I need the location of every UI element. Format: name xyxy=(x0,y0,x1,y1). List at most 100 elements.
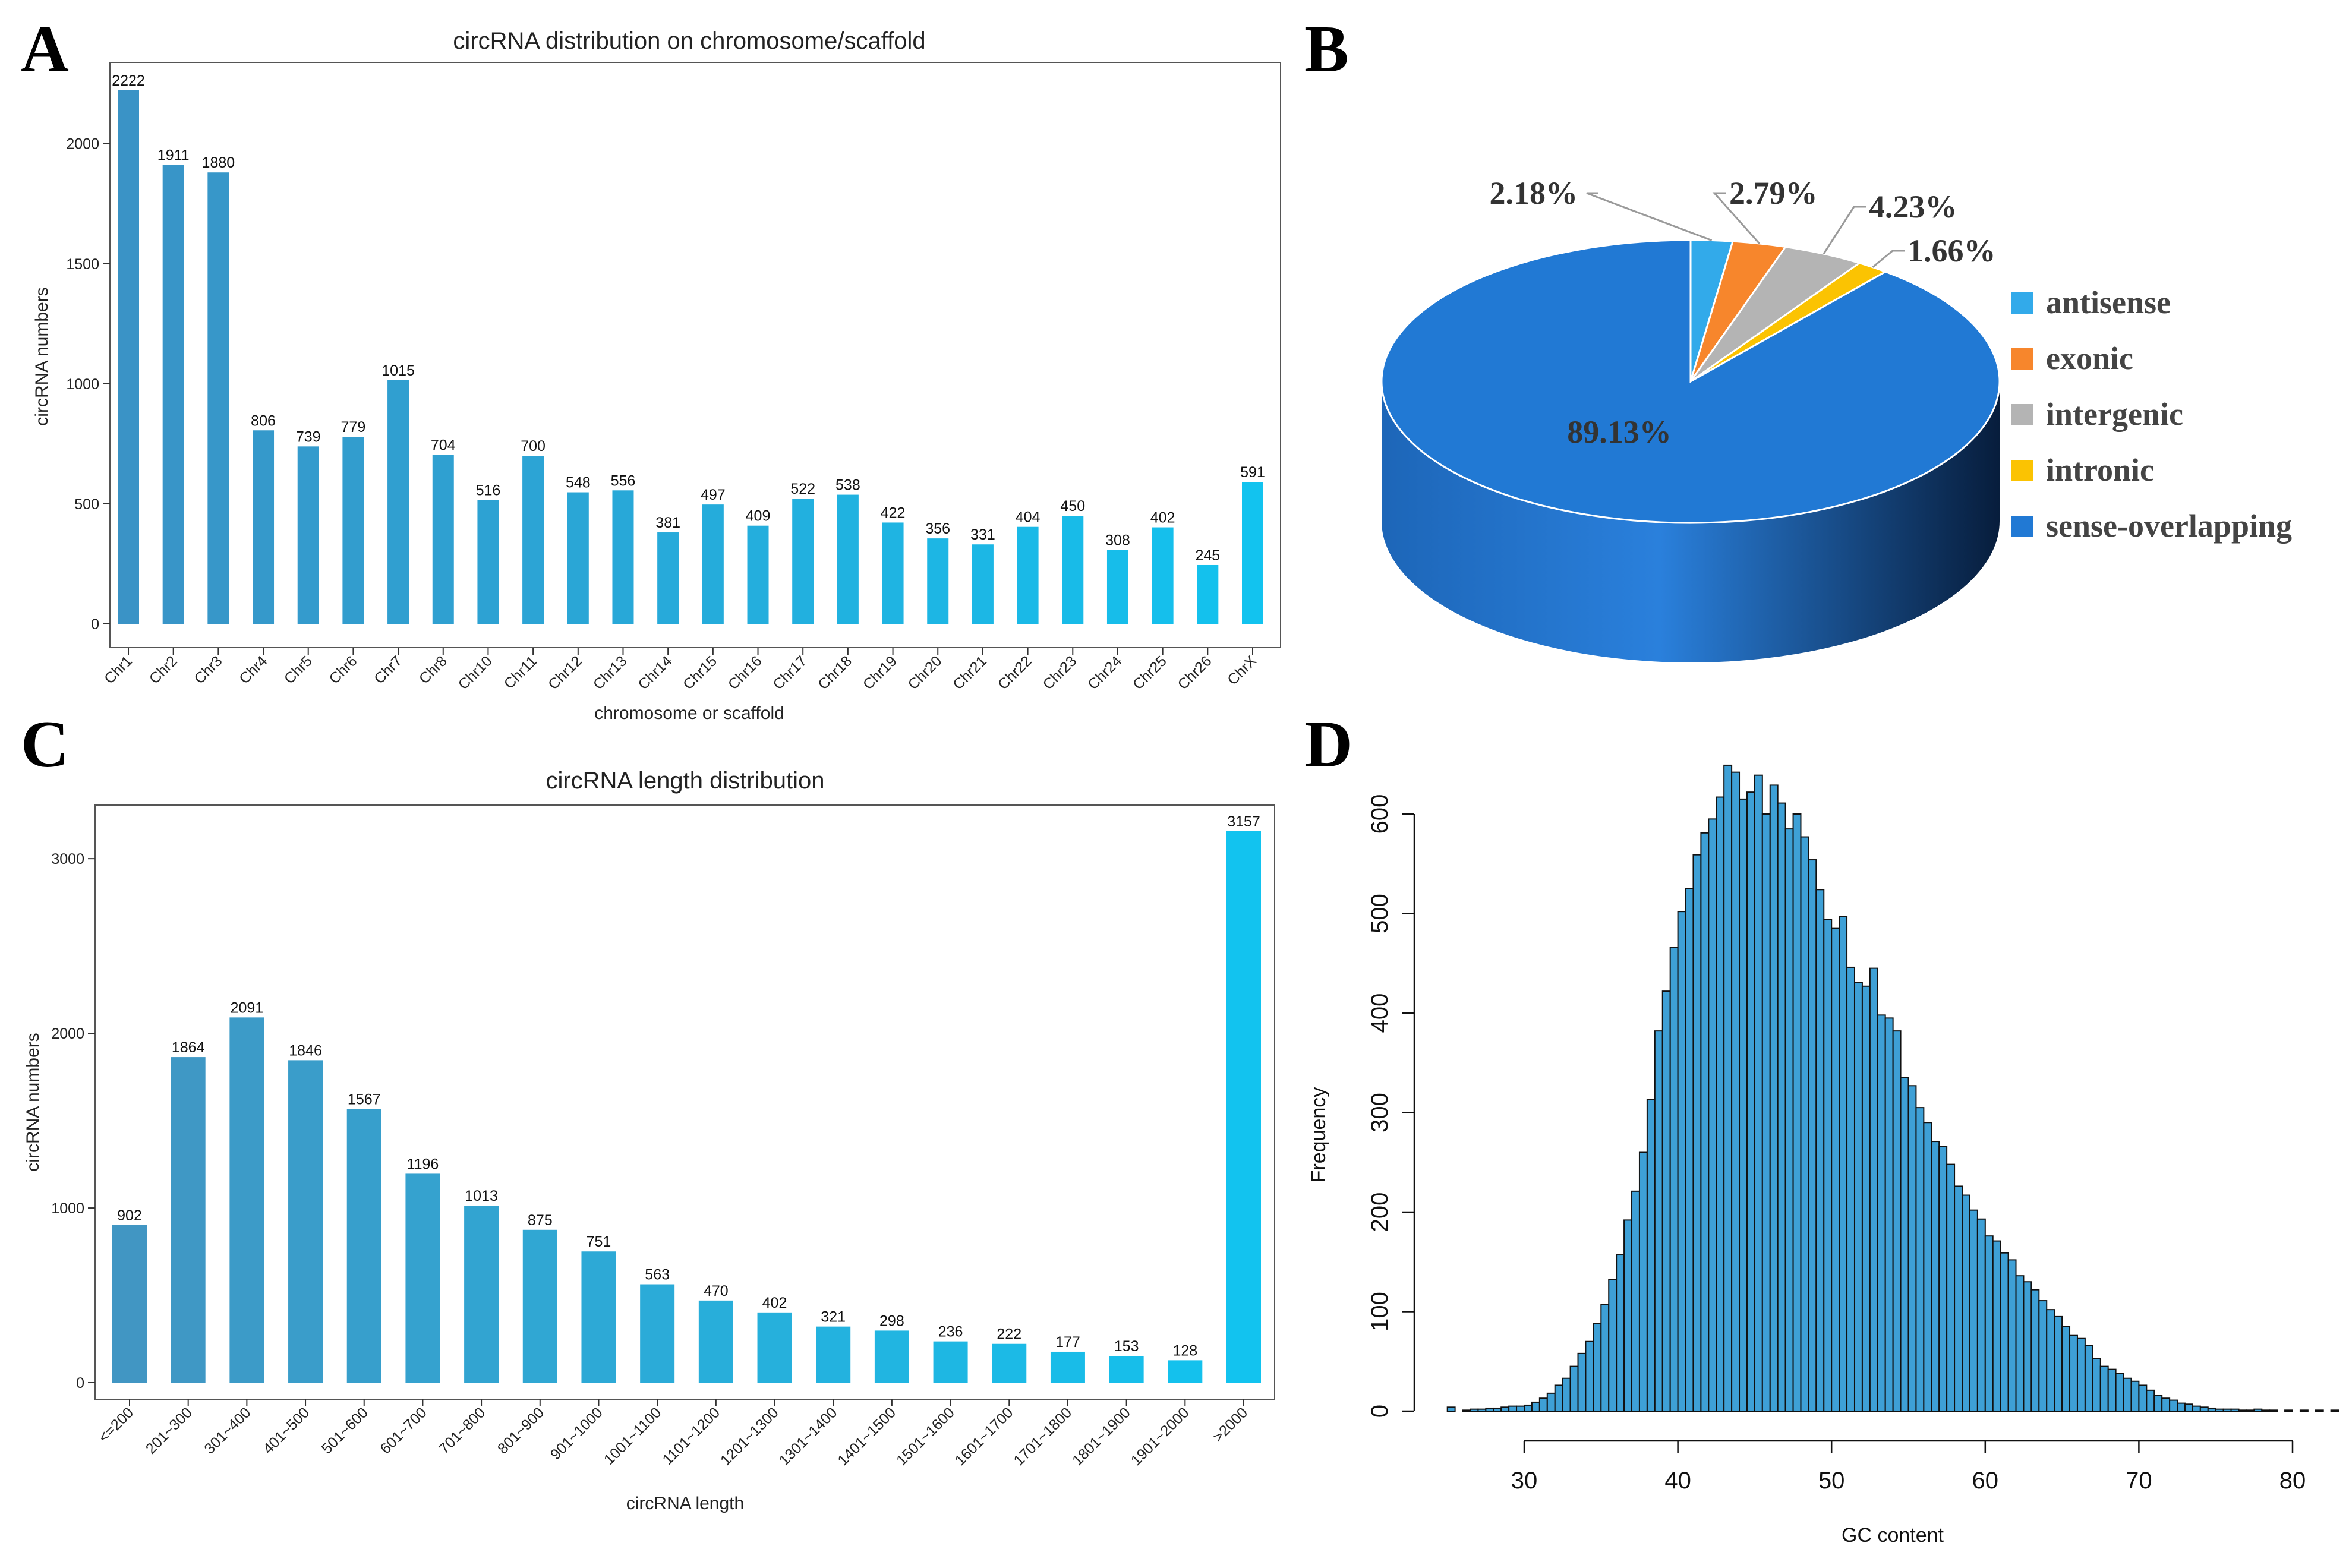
histogram-bar xyxy=(1638,1151,1648,1412)
histogram-bar xyxy=(1846,966,1855,1412)
chart-c-y-title: circRNA numbers xyxy=(23,1033,43,1171)
legend-label: intronic xyxy=(2046,452,2154,488)
histogram-bar xyxy=(2015,1275,2025,1412)
y-tick-label: 3000 xyxy=(51,851,84,867)
histogram-bar xyxy=(1470,1408,1479,1412)
bar xyxy=(118,90,139,624)
x-tick-label: Chr5 xyxy=(281,652,316,687)
x-tick-label: 401~500 xyxy=(260,1404,313,1457)
bar-value-label: 402 xyxy=(762,1295,787,1311)
x-tick-label: <=200 xyxy=(95,1404,137,1446)
chart-a-bars: 2222 1911 1880 806 739 779 1015 704 516 700 548 556… xyxy=(112,72,1265,624)
histogram-bar xyxy=(2246,1409,2255,1412)
chart-c-bars: 902 1864 2091 1846 1567 1196 1013 875 751 563 470 4… xyxy=(112,813,1261,1383)
x-tick-label: Chr14 xyxy=(635,652,675,693)
histogram-bar xyxy=(1962,1194,1970,1412)
bar-value-label: 177 xyxy=(1055,1334,1080,1351)
x-tick-label: >2000 xyxy=(1210,1404,1251,1445)
histogram-bar xyxy=(1531,1401,1540,1412)
histogram-bar xyxy=(1654,1030,1663,1412)
x-tick-label: Chr15 xyxy=(680,652,720,693)
histogram-x-axis: 30 40 50 60 70 80 xyxy=(1511,1440,2306,1494)
bar xyxy=(1050,1351,1085,1383)
histogram-bar xyxy=(1769,784,1779,1412)
legend-swatch xyxy=(2011,460,2033,481)
bar xyxy=(972,544,994,624)
x-tick-label: 40 xyxy=(1664,1468,1691,1494)
bar xyxy=(792,499,814,624)
bar xyxy=(567,492,589,624)
histogram-bar xyxy=(1877,1014,1886,1412)
bar-value-label: 700 xyxy=(521,438,546,455)
histogram-bar xyxy=(1524,1404,1533,1412)
histogram-x-title: GC content xyxy=(1842,1524,1944,1547)
histogram-bar xyxy=(2046,1309,2055,1412)
bar-value-label: 2091 xyxy=(231,999,264,1016)
histogram-bar xyxy=(1892,1030,1902,1412)
chart-c: circRNA length distribution 0 1000 2000 300… xyxy=(23,768,1275,1513)
bar xyxy=(432,455,454,624)
y-tick-label: 200 xyxy=(1367,1192,1393,1232)
histogram-bar xyxy=(2230,1408,2240,1412)
panel-letter-a: A xyxy=(21,12,69,86)
bar xyxy=(477,500,499,624)
histogram-bar xyxy=(1631,1190,1640,1412)
y-tick-label: 400 xyxy=(1367,993,1393,1033)
histogram-bar xyxy=(2153,1395,2163,1412)
histogram-bar xyxy=(1508,1405,1518,1412)
x-tick-label: ChrX xyxy=(1224,652,1260,688)
x-tick-label: 1101~1200 xyxy=(660,1404,723,1468)
x-tick-label: Chr24 xyxy=(1084,652,1125,693)
bar xyxy=(1242,482,1263,624)
histogram-bar xyxy=(1861,985,1871,1412)
histogram-bar xyxy=(2107,1368,2117,1412)
histogram-bar xyxy=(2215,1408,2224,1412)
bar-value-label: 538 xyxy=(835,477,860,494)
bar-value-label: 404 xyxy=(1016,509,1041,526)
bar xyxy=(171,1057,206,1383)
bar xyxy=(837,494,859,624)
histogram-bar xyxy=(2330,1409,2339,1412)
bar-value-label: 308 xyxy=(1105,532,1130,549)
legend-swatch xyxy=(2011,516,2033,537)
bar-value-label: 591 xyxy=(1240,464,1265,481)
x-tick-label: 1401~1500 xyxy=(834,1404,899,1469)
bar xyxy=(702,504,724,624)
histogram-bar xyxy=(2192,1405,2201,1412)
y-tick-label: 1500 xyxy=(66,256,99,273)
legend-label: sense-overlapping xyxy=(2046,508,2292,544)
bar-value-label: 1196 xyxy=(407,1156,439,1172)
legend-swatch xyxy=(2011,348,2033,370)
histogram-bar xyxy=(2030,1289,2040,1412)
histogram-bar xyxy=(1746,791,1755,1412)
chart-b: 2.18% 2.79% 4.23% 1.66% 89.13% antisense exon… xyxy=(1380,175,2292,662)
x-tick-label: 501~600 xyxy=(319,1404,371,1457)
y-tick-label: 1000 xyxy=(66,376,99,393)
bar-value-label: 1013 xyxy=(465,1188,498,1204)
bar-value-label: 422 xyxy=(881,504,906,521)
x-tick-label: Chr13 xyxy=(590,652,630,693)
legend-swatch xyxy=(2011,404,2033,425)
bar-value-label: 356 xyxy=(925,520,950,537)
bar xyxy=(522,456,544,624)
histogram-bar xyxy=(1923,1122,1932,1412)
bar xyxy=(1062,516,1084,624)
bar-value-label: 153 xyxy=(1114,1338,1139,1355)
x-tick-label: Chr3 xyxy=(191,652,225,687)
bar-value-label: 556 xyxy=(611,472,636,489)
panel-letter-b: B xyxy=(1304,12,1349,86)
x-tick-label: 1601~1700 xyxy=(952,1404,1017,1469)
y-tick-label: 0 xyxy=(1367,1405,1393,1418)
x-tick-label: Chr23 xyxy=(1040,652,1080,693)
bar-value-label: 563 xyxy=(645,1267,670,1283)
legend-label: exonic xyxy=(2046,340,2133,376)
bar xyxy=(1106,550,1128,624)
bar-value-label: 1864 xyxy=(172,1039,205,1056)
x-tick-label: Chr7 xyxy=(371,652,405,687)
x-tick-label: Chr1 xyxy=(101,652,135,687)
x-tick-label: 70 xyxy=(2126,1468,2152,1494)
histogram-bar xyxy=(1600,1304,1610,1412)
x-tick-label: 701~800 xyxy=(436,1404,488,1457)
y-tick-label: 0 xyxy=(76,1375,84,1392)
bar-value-label: 548 xyxy=(566,475,591,491)
